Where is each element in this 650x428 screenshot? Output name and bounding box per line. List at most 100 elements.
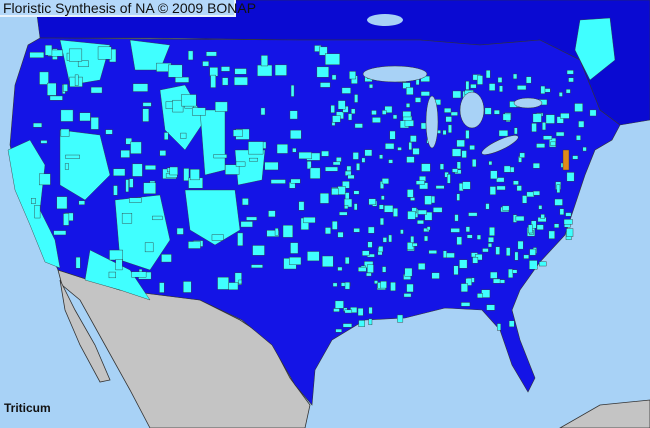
- county-patch: [120, 149, 130, 158]
- county-patch: [189, 169, 200, 181]
- county-patch: [90, 86, 103, 94]
- county-patch: [44, 44, 53, 56]
- county-patch: [248, 141, 264, 155]
- county-patch: [325, 166, 338, 172]
- county-patch: [542, 122, 546, 131]
- county-patch: [465, 226, 470, 233]
- county-patch: [337, 186, 346, 195]
- county-patch: [468, 212, 478, 217]
- county-patch: [424, 235, 429, 242]
- county-patch: [493, 278, 501, 284]
- county-patch: [536, 143, 546, 148]
- county-patch: [341, 87, 351, 94]
- county-patch: [358, 266, 367, 272]
- county-patch: [336, 157, 342, 162]
- county-patch: [316, 66, 329, 78]
- county-patch: [410, 197, 415, 201]
- county-patch: [493, 109, 500, 115]
- county-patch: [233, 129, 243, 137]
- county-patch: [461, 150, 467, 158]
- county-patch: [268, 210, 276, 218]
- county-patch: [331, 74, 337, 80]
- county-patch: [426, 226, 431, 231]
- delaware-highlight: [562, 149, 570, 171]
- county-patch: [257, 64, 273, 77]
- county-patch: [442, 250, 447, 258]
- county-patch: [545, 114, 555, 124]
- lake-superior: [362, 65, 428, 83]
- county-patch: [466, 234, 473, 239]
- county-patch: [129, 197, 142, 203]
- county-patch: [40, 140, 48, 144]
- county-patch: [331, 122, 336, 126]
- county-patch: [357, 307, 364, 316]
- county-patch: [97, 46, 112, 60]
- cuba-edge: [559, 399, 650, 428]
- county-patch: [482, 248, 489, 253]
- county-patch: [417, 209, 427, 215]
- county-patch: [29, 52, 45, 58]
- county-patch: [344, 256, 350, 265]
- county-patch: [558, 92, 563, 97]
- county-patch: [407, 189, 414, 198]
- county-patch: [392, 208, 398, 217]
- county-patch: [356, 163, 360, 171]
- county-patch: [540, 85, 546, 94]
- county-patch: [485, 203, 490, 210]
- county-patch: [56, 196, 68, 210]
- county-patch: [337, 100, 346, 110]
- county-patch: [242, 198, 249, 206]
- county-patch: [397, 314, 404, 323]
- county-patch: [400, 229, 404, 235]
- county-patch: [568, 77, 574, 83]
- county-patch: [342, 181, 350, 189]
- county-patch: [484, 107, 492, 115]
- county-patch: [498, 130, 509, 137]
- county-patch: [84, 249, 151, 301]
- county-patch: [309, 167, 321, 179]
- county-patch: [332, 282, 338, 287]
- lake-erie: [481, 135, 519, 155]
- county-patch: [456, 236, 462, 245]
- county-patch: [331, 188, 339, 196]
- county-patch: [445, 252, 455, 258]
- county-patch: [143, 182, 156, 194]
- county-patch: [554, 198, 563, 206]
- county-patch: [531, 123, 537, 133]
- county-patch: [39, 173, 51, 186]
- county-patch: [372, 117, 381, 123]
- county-patch: [79, 112, 91, 122]
- county-patch: [447, 174, 451, 184]
- county-patch: [353, 228, 360, 233]
- county-patch: [486, 304, 495, 311]
- county-patch: [33, 122, 43, 128]
- county-patch: [335, 328, 342, 333]
- county-patch: [78, 200, 86, 205]
- county-patch: [282, 225, 294, 238]
- county-patch: [217, 276, 229, 290]
- county-patch: [532, 162, 540, 169]
- county-patch: [368, 307, 373, 314]
- county-patch: [237, 232, 244, 246]
- county-patch: [555, 131, 565, 137]
- county-patch: [344, 205, 349, 210]
- county-patch: [432, 207, 443, 213]
- county-patch: [488, 236, 494, 243]
- county-patch: [266, 230, 280, 237]
- county-patch: [222, 77, 229, 86]
- county-patch: [240, 221, 253, 228]
- county-patch: [456, 161, 461, 170]
- county-patch: [536, 224, 544, 230]
- county-patch: [367, 226, 375, 234]
- county-patch: [415, 180, 425, 185]
- county-patch: [388, 159, 393, 164]
- county-patch: [188, 241, 201, 249]
- county-patch: [404, 267, 413, 277]
- county-patch: [342, 323, 353, 328]
- county-patch: [234, 68, 247, 75]
- county-patch: [320, 82, 331, 88]
- county-patch: [452, 148, 462, 157]
- county-patch: [249, 157, 258, 162]
- county-patch: [347, 174, 355, 179]
